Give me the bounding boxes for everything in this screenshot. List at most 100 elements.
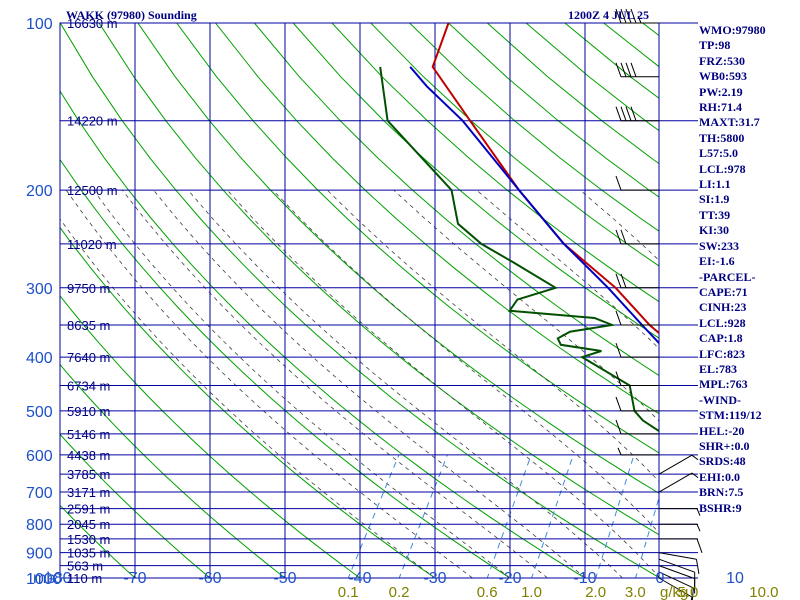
- height-label: 3171 m: [67, 485, 110, 500]
- wind-barb-staff: [658, 577, 693, 598]
- wind-barb-flag: [620, 8, 627, 24]
- stats-line: L57:5.0: [699, 146, 738, 161]
- wind-barb-flag: [615, 419, 622, 435]
- pressure-tick-label: 1000: [26, 571, 62, 588]
- mixing-ratio-label: 0.1: [338, 584, 359, 600]
- dry-adiabat-line: [60, 577, 61, 578]
- mixing-ratio-line: [634, 496, 659, 578]
- temperature-tick-label: -80: [48, 570, 71, 587]
- mixing-ratio-unit-label: g/kg: [660, 584, 688, 600]
- dry-adiabat-line: [215, 23, 659, 415]
- axis-labels: 0.10.20.61.02.03.05.010.020.040.0g/kg100…: [26, 16, 779, 600]
- wind-barb-half-flag: [696, 524, 701, 532]
- height-label: 11020 m: [67, 237, 117, 252]
- wind-barb-flag: [620, 273, 627, 288]
- temperature-tick-label: -10: [573, 570, 596, 587]
- wind-barb-half-flag: [637, 15, 642, 24]
- wind-barb-half-flag: [696, 508, 701, 516]
- wind-barb-half-flag: [691, 454, 699, 461]
- wind-barb-flag: [615, 62, 622, 77]
- mixing-ratio-label: 2.0: [585, 584, 606, 600]
- wind-barb-staff: [658, 558, 695, 573]
- wind-barb-flag: [615, 371, 622, 386]
- wind-barb-flag: [630, 62, 637, 77]
- stats-line: KI:30: [699, 223, 729, 238]
- height-label: 9750 m: [67, 281, 110, 296]
- wind-barb-staff: [658, 454, 693, 475]
- moist-adiabats: [60, 189, 659, 578]
- mixing-ratio-label: 10.0: [749, 584, 778, 600]
- pressure-tick-label: 500: [26, 404, 53, 421]
- dry-adiabat-line: [331, 23, 659, 303]
- mixing-ratio-label: 0.2: [389, 584, 410, 600]
- wind-barb-flag: [695, 559, 700, 574]
- wind-barb-flag: [625, 62, 632, 77]
- pressure-tick-label: 400: [26, 350, 53, 367]
- mixing-ratio-line: [347, 454, 400, 578]
- wind-barb-flag: [690, 596, 693, 600]
- dry-adiabat-line: [60, 90, 586, 578]
- dry-adiabat-line: [137, 23, 659, 494]
- height-label: 7640 m: [67, 350, 110, 365]
- dry-adiabats: [60, 23, 659, 578]
- stats-line: RH:71.4: [699, 100, 742, 115]
- stats-line: CAP:1.8: [699, 331, 743, 346]
- moist-adiabat-line: [187, 189, 623, 578]
- temperature-tick-label: 0: [656, 570, 665, 587]
- stats-line: CAPE:71: [699, 284, 748, 299]
- wind-barb-flag: [630, 106, 637, 121]
- dry-adiabat-line: [60, 504, 136, 578]
- height-label: 5910 m: [67, 404, 110, 419]
- stats-line: SHR+:0.0: [699, 438, 750, 453]
- height-label: 1035 m: [67, 546, 110, 561]
- wind-barb-half-flag: [691, 472, 699, 478]
- stats-panel: WMO:97980 TP:98 FRZ:530 WB0:593 PW:2.19 RH:71…: [699, 23, 799, 516]
- moist-adiabat-line: [65, 189, 473, 578]
- wind-barb-flag: [625, 8, 632, 24]
- pressure-unit-label: mb: [33, 570, 55, 587]
- dry-adiabat-line: [60, 363, 286, 578]
- dry-adiabat-line: [370, 23, 659, 267]
- height-label: 2045 m: [67, 517, 110, 532]
- wind-barb-flag: [615, 229, 622, 245]
- pressure-tick-label: 800: [26, 517, 53, 534]
- wind-barb-half-flag: [617, 447, 622, 456]
- stats-line: LI:1.1: [699, 177, 731, 192]
- dry-adiabat-line: [254, 23, 659, 377]
- wind-barb-flag: [625, 106, 632, 121]
- pressure-tick-label: 700: [26, 485, 53, 502]
- moist-adiabat-line: [93, 189, 511, 578]
- stats-line: EL:783: [699, 361, 738, 376]
- moist-adiabat-line: [476, 189, 659, 350]
- pressure-tick-label: 600: [26, 448, 53, 465]
- wind-barb-flag: [615, 310, 622, 326]
- stats-line: SW:233: [699, 238, 740, 253]
- temperature-tick-label: -50: [273, 570, 296, 587]
- wind-barb-staff: [658, 571, 694, 589]
- stats-line: WMO:97980: [699, 23, 766, 37]
- pressure-tick-label: 100: [26, 16, 53, 33]
- pressure-tick-label: 900: [26, 546, 53, 563]
- stats-line: TP:98: [699, 38, 731, 53]
- height-label: 6734 m: [67, 379, 110, 394]
- stats-line: HEL:-20: [699, 423, 745, 438]
- temperature-tick-label: -40: [348, 570, 371, 587]
- chart-title: WAKK (97980) Sounding: [66, 8, 197, 22]
- pressure-tick-label: 300: [26, 281, 53, 298]
- stats-line: BRN:7.5: [699, 485, 744, 500]
- moist-adiabat-line: [153, 189, 586, 578]
- stats-line: WB0:593: [699, 69, 747, 84]
- dry-adiabat-line: [60, 433, 211, 578]
- dry-adiabat-line: [176, 23, 659, 454]
- dry-adiabat-line: [292, 23, 659, 339]
- wind-barb-flag: [620, 62, 627, 77]
- temperature-tick-label: -70: [123, 570, 146, 587]
- height-label: 16630 m: [67, 16, 118, 31]
- height-label: 110 m: [67, 571, 102, 586]
- mixing-ratio-line: [398, 454, 448, 578]
- wind-barb-flag: [696, 538, 703, 553]
- wind-barb-flag: [620, 106, 627, 121]
- chart-datetime: 1200Z 4 JUL 25: [568, 8, 650, 22]
- stats-line: PW:2.19: [699, 84, 743, 99]
- stats-line: LCL:978: [699, 161, 746, 176]
